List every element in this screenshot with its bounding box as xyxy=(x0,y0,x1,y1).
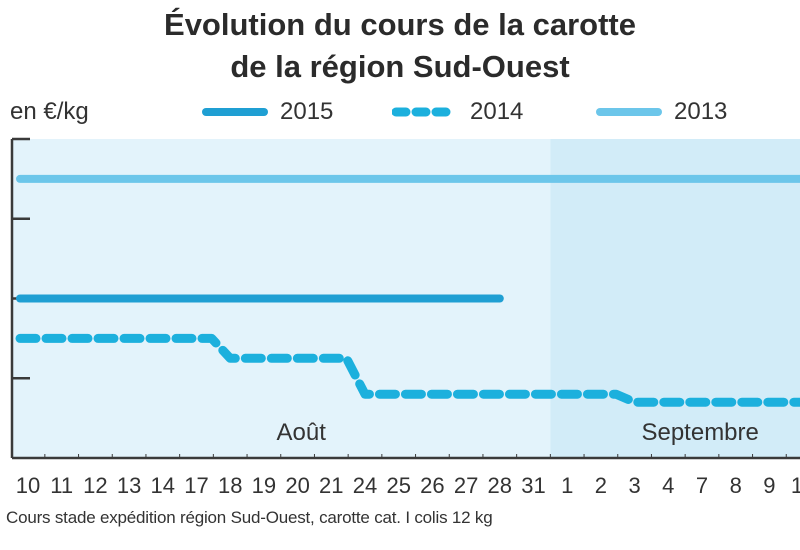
x-tick-label-23: 10 xyxy=(791,473,800,498)
x-tick-label-14: 28 xyxy=(488,473,512,498)
x-tick-label-10: 24 xyxy=(353,473,377,498)
legend-swatch-2013 xyxy=(596,108,662,116)
x-tick-label-21: 8 xyxy=(730,473,742,498)
x-tick-label-13: 27 xyxy=(454,473,478,498)
x-tick-label-5: 17 xyxy=(184,473,208,498)
chart-title: Évolution du cours de la carotte de la r… xyxy=(0,4,800,88)
legend-swatch-2015 xyxy=(202,108,268,116)
month-label-2: Septembre xyxy=(641,419,758,446)
x-tick-label-9: 21 xyxy=(319,473,343,498)
y-axis-unit-label: en €/kg xyxy=(10,98,89,125)
x-tick-label-1: 11 xyxy=(50,473,73,498)
x-tick-label-8: 20 xyxy=(285,473,309,498)
x-tick-label-15: 31 xyxy=(521,473,545,498)
x-tick-label-3: 13 xyxy=(117,473,141,498)
x-tick-label-12: 26 xyxy=(420,473,444,498)
legend-label-2014: 2014 xyxy=(470,98,524,125)
x-tick-label-20: 7 xyxy=(696,473,708,498)
chart-title-line-2: de la région Sud-Ouest xyxy=(230,49,570,84)
x-tick-label-6: 18 xyxy=(218,473,242,498)
legend-item-2014: 2014 xyxy=(392,95,523,129)
x-tick-label-4: 14 xyxy=(151,473,175,498)
month-band-2 xyxy=(550,139,800,458)
legend-swatch-2014 xyxy=(392,107,458,117)
series-line-2014 xyxy=(15,333,800,407)
x-tick-label-2: 12 xyxy=(83,473,107,498)
x-tick-label-7: 19 xyxy=(252,473,276,498)
x-tick-label-16: 1 xyxy=(561,473,573,498)
legend-item-2013: 2013 xyxy=(596,95,727,129)
legend-label-2015: 2015 xyxy=(280,98,334,125)
source-note: Cours stade expédition région Sud-Ouest,… xyxy=(6,508,493,527)
x-tick-label-19: 4 xyxy=(662,473,674,498)
x-tick-label-17: 2 xyxy=(595,473,607,498)
chart-title-line-1: Évolution du cours de la carotte xyxy=(164,7,636,42)
month-label-1: Août xyxy=(276,419,326,446)
x-tick-label-0: 10 xyxy=(16,473,40,498)
x-tick-label-22: 9 xyxy=(763,473,775,498)
legend-item-2015: 2015 xyxy=(202,95,333,129)
x-tick-label-18: 3 xyxy=(628,473,640,498)
legend-label-2013: 2013 xyxy=(674,98,728,125)
x-tick-label-11: 25 xyxy=(386,473,410,498)
